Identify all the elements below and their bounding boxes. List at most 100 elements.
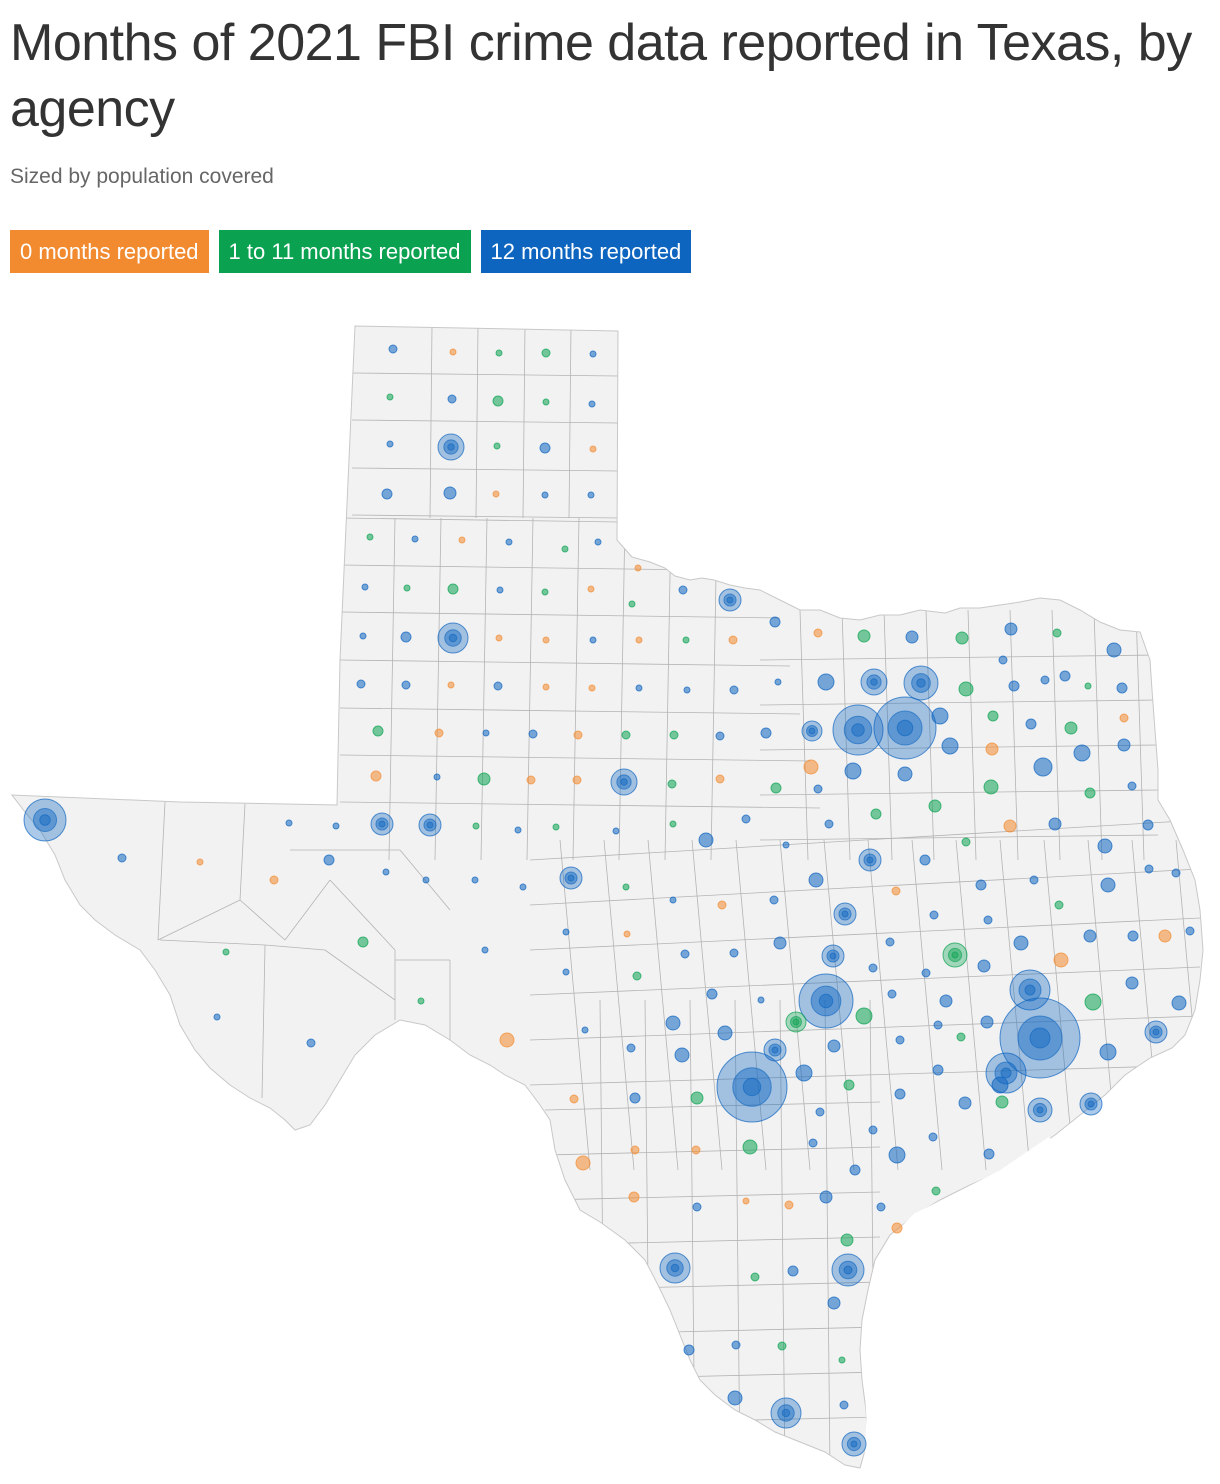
page-subtitle: Sized by population covered (10, 165, 274, 188)
county-line (779, 999, 786, 1468)
agency-circle (628, 600, 636, 608)
agency-circle (1127, 781, 1137, 791)
agency-circle-inner (443, 439, 459, 455)
agency-circle (370, 812, 394, 836)
agency-circle (770, 1397, 802, 1429)
agency-circle (855, 1007, 873, 1025)
agency-circle (742, 1139, 758, 1155)
county-line (759, 699, 1159, 706)
agency-circle (931, 1186, 941, 1196)
agency-circle-inner (916, 678, 926, 688)
agency-circle-inner (768, 1043, 782, 1057)
agency-circle-inner (448, 633, 458, 643)
agency-circle (921, 968, 931, 978)
agency-circle-inner (866, 674, 882, 690)
agency-circle (589, 445, 597, 453)
agency-circle (770, 782, 782, 794)
agency-circle (472, 822, 480, 830)
agency-circle-inner (620, 778, 628, 786)
agency-circle (897, 766, 913, 782)
agency-circle (895, 1035, 905, 1045)
agency-circle (1004, 622, 1018, 636)
agency-circle (928, 799, 942, 813)
agency-circle (824, 819, 834, 829)
agency-circle (418, 813, 442, 837)
agency-circle (388, 344, 398, 354)
agency-circle (492, 395, 504, 407)
agency-circle (941, 737, 959, 755)
county-line (351, 419, 621, 424)
agency-circle (1053, 952, 1069, 968)
agency-circle (838, 1356, 846, 1364)
agency-circle (356, 679, 366, 689)
county-line (841, 609, 851, 861)
agency-circle (678, 585, 688, 595)
agency-circle (777, 1341, 787, 1351)
county-boundaries (157, 326, 1203, 1468)
agency-circle (870, 808, 882, 820)
county-line (568, 326, 572, 519)
county-line (329, 879, 396, 951)
agency-circle (683, 686, 691, 694)
agency-circle (1185, 926, 1195, 936)
agency-circle (306, 1038, 316, 1048)
agency-circle-inner (616, 774, 632, 790)
agency-circle (635, 636, 643, 644)
agency-circle (269, 875, 279, 885)
agency-circle (868, 1125, 878, 1135)
agency-circle-inner (838, 907, 852, 921)
agency-circle (983, 1148, 995, 1160)
county-line (759, 654, 1159, 661)
agency-circle (821, 944, 845, 968)
agency-circle (1097, 838, 1113, 854)
agency-circle (932, 1064, 944, 1076)
agency-circle (587, 491, 595, 499)
county-line (351, 372, 621, 377)
agency-circle-inner (1017, 1015, 1063, 1061)
agency-circle (1084, 787, 1096, 799)
agency-circle (610, 768, 638, 796)
agency-circle (985, 742, 999, 756)
county-line (823, 839, 855, 1171)
agency-circle (782, 841, 790, 849)
county-line (529, 1015, 1201, 1041)
agency-circle (437, 433, 465, 461)
agency-circle (589, 350, 597, 358)
county-line (967, 609, 977, 861)
agency-circle-inner (826, 949, 840, 963)
agency-circle-inner (850, 1440, 858, 1448)
agency-circle-inner (818, 993, 834, 1009)
agency-circle-inner (846, 1436, 862, 1452)
agency-circle-inner (1036, 1106, 1044, 1114)
agency-circle (887, 989, 897, 999)
agency-circle-inner (564, 871, 578, 885)
county-line (824, 999, 831, 1468)
agency-circle-inner (666, 1259, 684, 1277)
agency-circle (359, 632, 367, 640)
agency-circle (542, 398, 550, 406)
agency-circle-inner (39, 814, 51, 826)
county-line (1051, 609, 1061, 861)
agency-circle (819, 1190, 833, 1204)
agency-circle-inner (866, 856, 874, 864)
agency-circle (787, 1265, 799, 1277)
agency-circle (717, 900, 727, 910)
agency-circle (562, 968, 570, 976)
agency-circle (690, 1091, 704, 1105)
agency-circle (417, 997, 425, 1005)
agency-circle (995, 1095, 1009, 1109)
agency-circle (933, 1020, 943, 1030)
agency-circle (612, 827, 620, 835)
county-line (735, 839, 767, 1171)
page-title: Months of 2021 FBI crime data reported i… (10, 14, 1192, 138)
agency-circle (956, 1032, 966, 1042)
agency-circle (841, 1431, 867, 1457)
agency-circle-inner (723, 593, 737, 607)
agency-circle (888, 1146, 906, 1164)
agency-circle (728, 635, 738, 645)
agency-circle (422, 876, 430, 884)
agency-circle (222, 948, 230, 956)
county-line (261, 944, 266, 1099)
agency-circle-inner (1018, 978, 1042, 1002)
agency-circle-inner (670, 1263, 680, 1273)
